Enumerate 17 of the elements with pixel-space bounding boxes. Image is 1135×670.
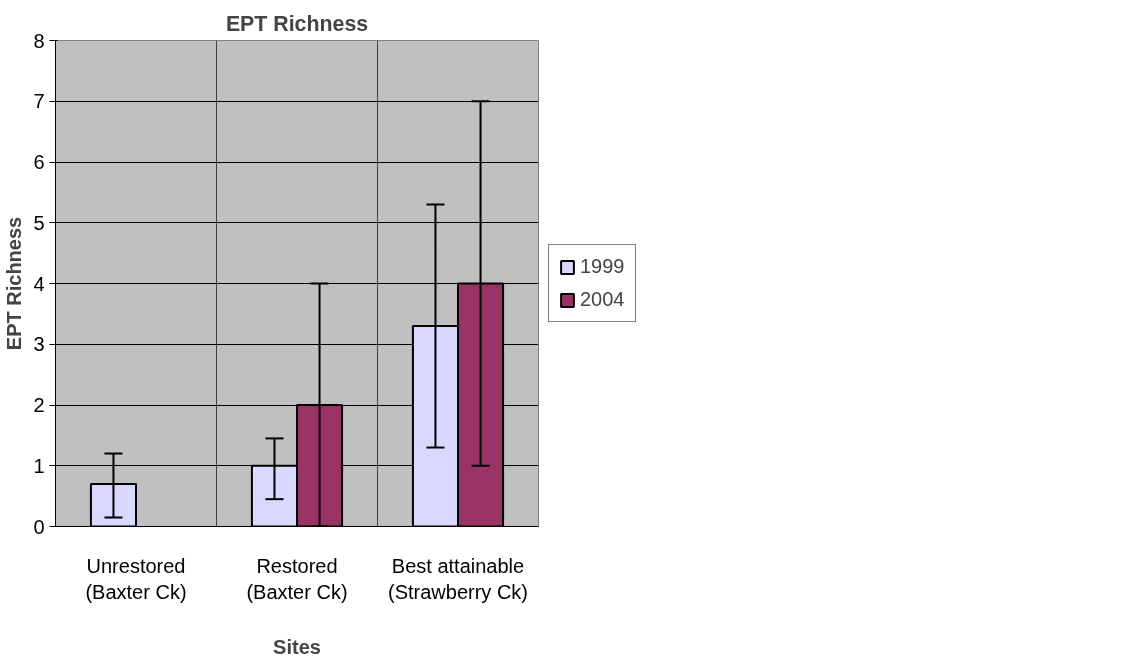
y-tick-label: 7 (33, 90, 45, 113)
x-tick-label: Restored (Baxter Ck) (246, 554, 348, 603)
y-tick-label: 2 (33, 394, 45, 416)
y-tick-label: 3 (33, 333, 45, 356)
y-tick-label: 1 (33, 454, 45, 477)
y-tick-label: 6 (33, 151, 45, 173)
y-axis-title: EPT Richness (3, 216, 26, 351)
y-tick-label: 5 (33, 211, 45, 234)
x-axis-title: Sites (273, 635, 321, 658)
legend-label: 2004 (580, 288, 625, 311)
x-tick-label: Best attainable (Strawberry Ck) (388, 554, 529, 603)
y-tick-label: 4 (33, 272, 45, 295)
x-tick-label: Unrestored (Baxter Ck) (85, 554, 187, 603)
chart-title: EPT Richness (225, 11, 369, 36)
legend-label: 1999 (580, 255, 625, 278)
y-tick-label: 8 (33, 29, 45, 52)
y-tick-label: 0 (33, 515, 45, 538)
